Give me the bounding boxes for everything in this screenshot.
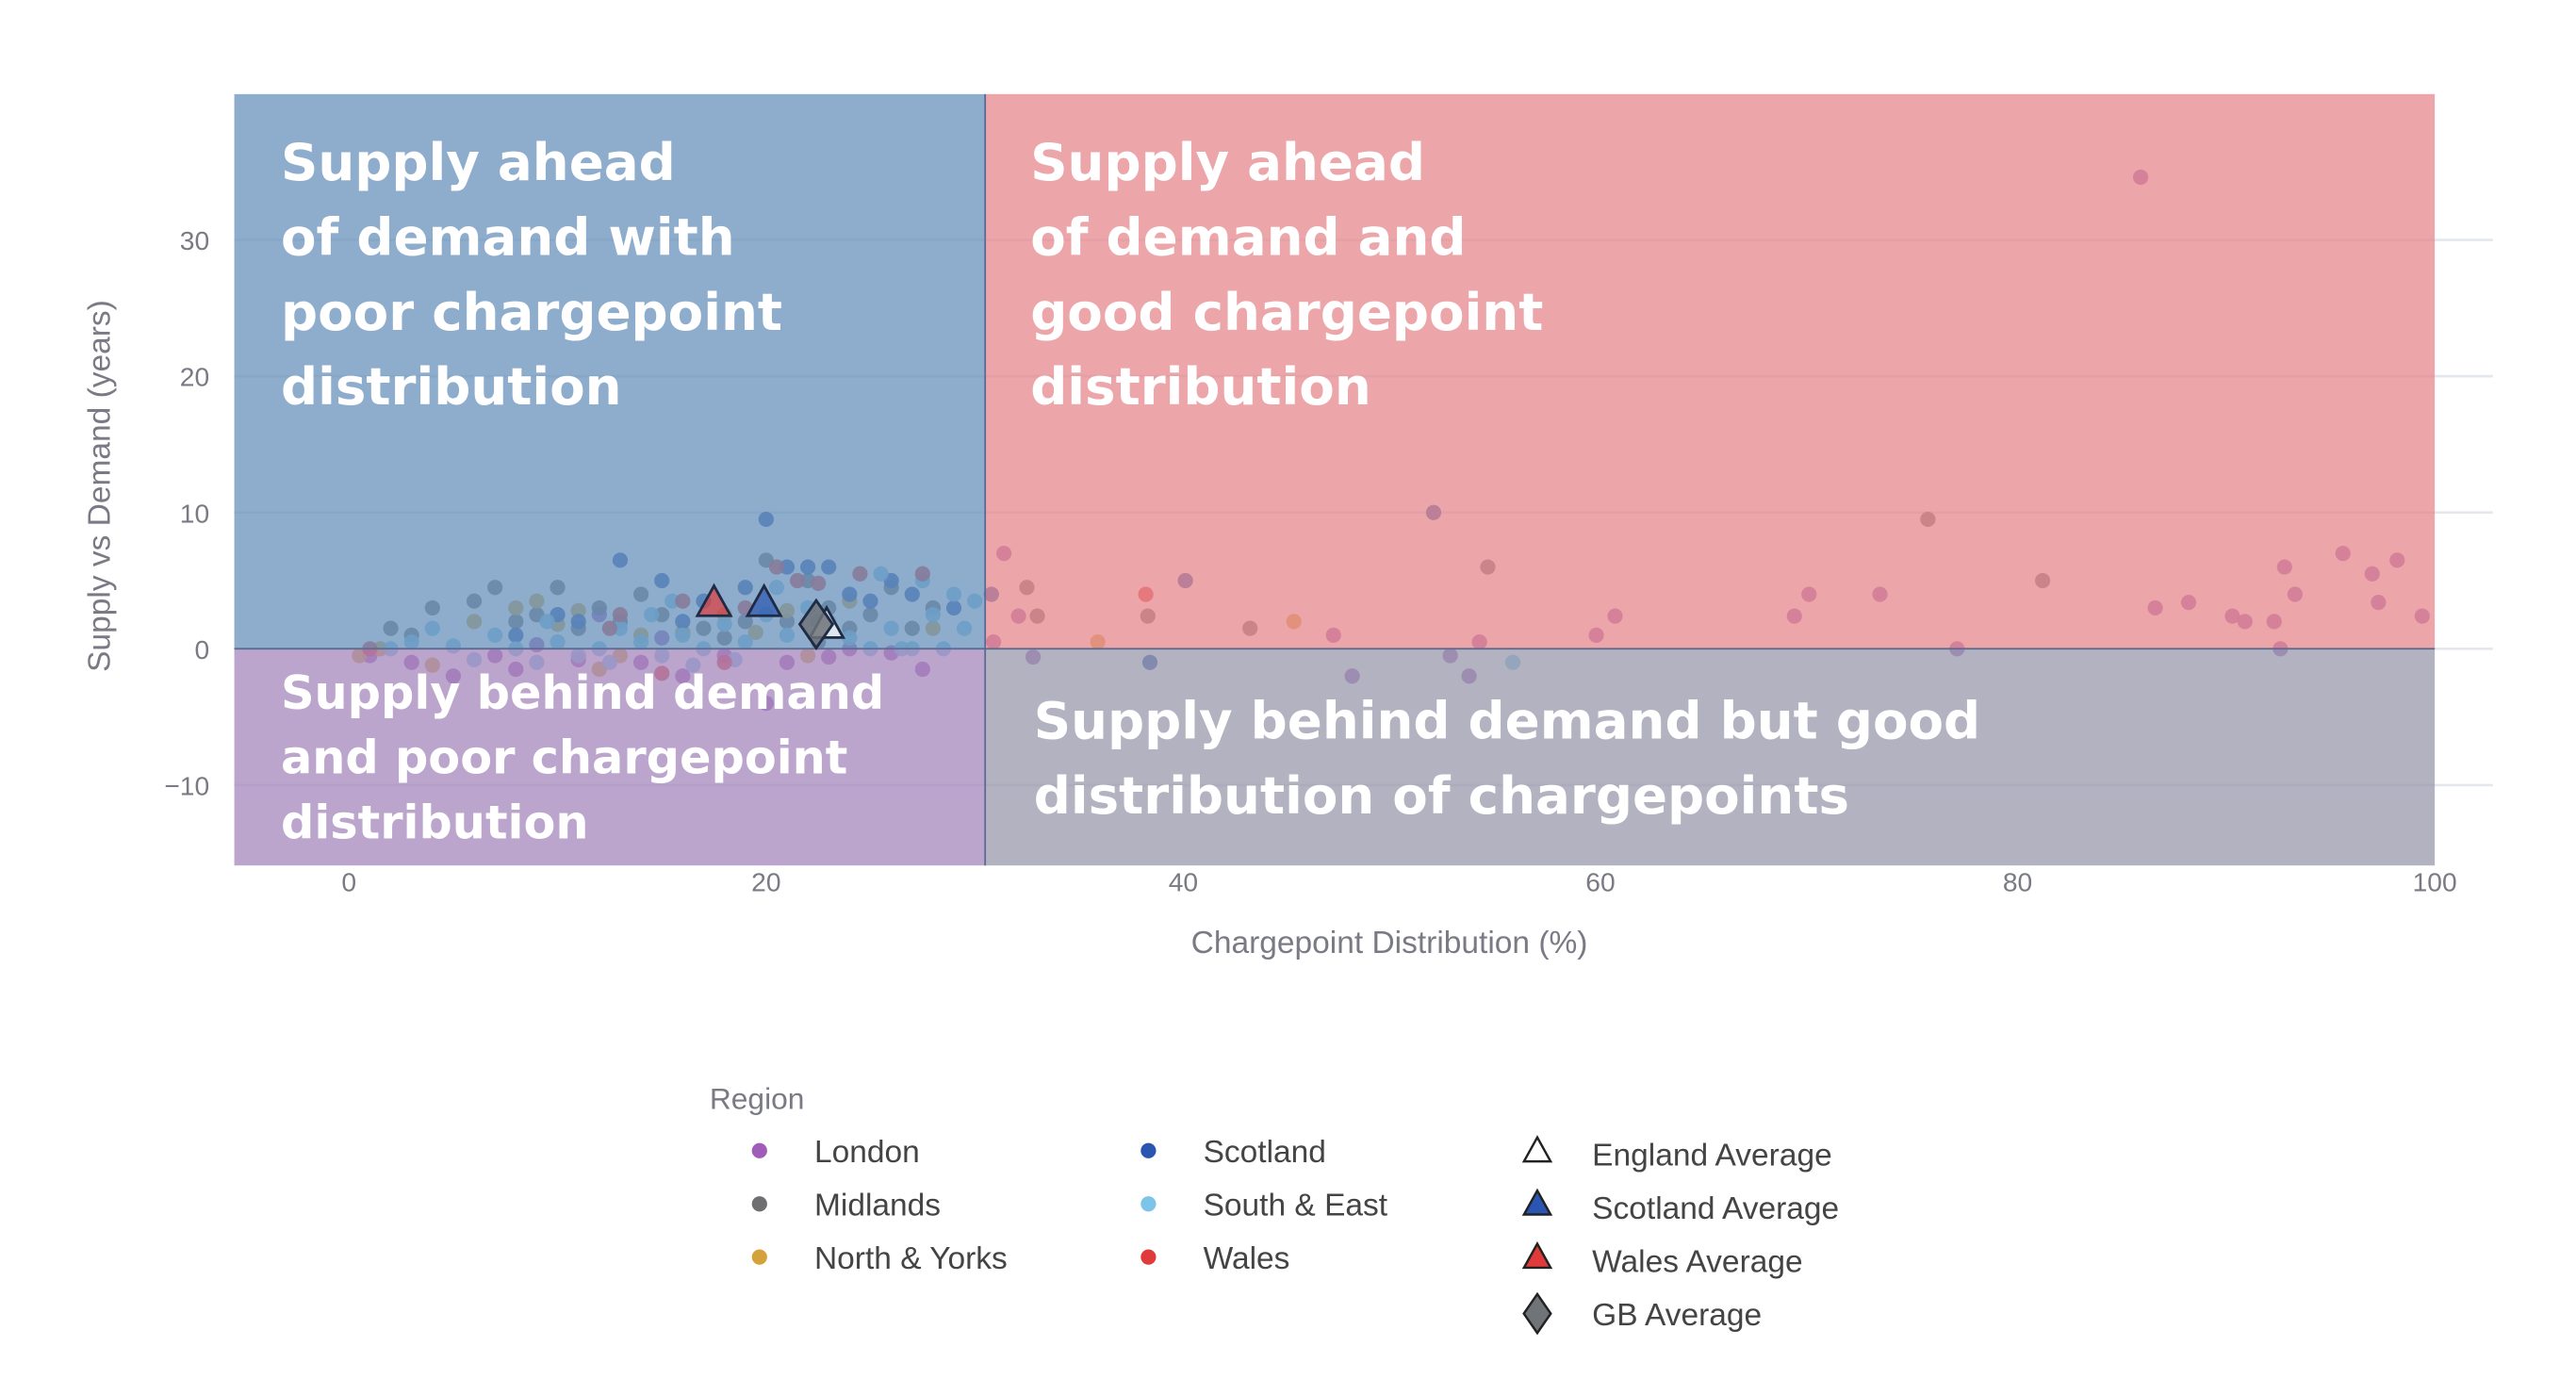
legend-label: Scotland	[1204, 1135, 1326, 1170]
y-tick-label: 30	[180, 225, 209, 255]
legend-label: South & East	[1204, 1189, 1388, 1223]
legend-item-scotland: Scotland	[1140, 1135, 1326, 1170]
legend-dot-icon	[751, 1196, 767, 1212]
legend-dot-icon	[751, 1142, 767, 1158]
y-axis-title: Supply vs Demand (years)	[82, 300, 117, 672]
diamond-icon	[1522, 1291, 1552, 1336]
legend-dot-icon	[1140, 1249, 1157, 1265]
x-tick-label: 80	[2003, 867, 2032, 897]
quadrant-bottom-right	[985, 648, 2436, 866]
legend-item-wales-average: Wales Average	[1521, 1240, 1803, 1280]
y-tick-labels: 30 20 10 0 −10	[164, 225, 209, 800]
avg-marker-wales-average	[695, 583, 733, 617]
y-tick-label: −10	[164, 770, 209, 800]
legend-label: Wales Average	[1592, 1245, 1802, 1280]
legend-dot-icon	[1140, 1142, 1157, 1158]
quadrant-top-left	[234, 93, 986, 649]
x-tick-label: 20	[751, 867, 780, 897]
legend-label: GB Average	[1592, 1298, 1762, 1333]
x-tick-label: 100	[2413, 867, 2457, 897]
x-tick-label: 60	[1585, 867, 1615, 897]
triangle-icon	[1521, 1135, 1553, 1163]
quadrant-overlays	[234, 93, 2436, 866]
average-markers	[695, 583, 846, 650]
legend-label: Wales	[1204, 1241, 1290, 1276]
legend: Region London Midlands North & Yorks Scotla…	[710, 1082, 1839, 1336]
legend-label: North & Yorks	[814, 1241, 1008, 1276]
quadrant-labels: Supply ahead of demand with poor chargep…	[281, 132, 1998, 850]
quadrant-label-top-left: Supply ahead of demand with poor chargep…	[281, 132, 800, 417]
legend-label: Midlands	[814, 1189, 941, 1223]
legend-item-gb-average: GB Average	[1522, 1291, 1762, 1336]
avg-marker-gb-average	[797, 598, 835, 650]
quadrant-label-top-right: Supply ahead of demand and good chargepo…	[1030, 132, 1561, 417]
legend-item-scotland-average: Scotland Average	[1521, 1188, 1839, 1226]
legend-title: Region	[710, 1082, 805, 1116]
x-tick-label: 0	[341, 867, 356, 897]
legend-label: England Average	[1592, 1139, 1832, 1174]
legend-item-north-yorks: North & Yorks	[751, 1241, 1008, 1276]
y-tick-label: 0	[194, 634, 209, 665]
legend-item-south-east: South & East	[1140, 1189, 1388, 1223]
legend-item-midlands: Midlands	[751, 1189, 941, 1223]
quadrant-label-bottom-left: Supply behind demand and poor chargepoin…	[281, 665, 900, 850]
legend-item-wales: Wales	[1140, 1241, 1289, 1276]
legend-label: London	[814, 1135, 920, 1170]
y-tick-label: 10	[180, 498, 209, 528]
legend-dot-icon	[1140, 1196, 1157, 1212]
legend-dot-icon	[751, 1249, 767, 1265]
legend-item-england-average: England Average	[1521, 1135, 1832, 1174]
avg-marker-scotland-average	[745, 583, 783, 617]
triangle-icon	[1521, 1188, 1553, 1216]
x-tick-label: 40	[1169, 867, 1198, 897]
legend-item-london: London	[751, 1135, 920, 1170]
triangle-icon	[1521, 1240, 1553, 1270]
quadrant-label-bottom-right: Supply behind demand but good distributi…	[1034, 691, 1998, 826]
x-tick-labels: 0 20 40 60 80 100	[341, 867, 2456, 897]
legend-label: Scotland Average	[1592, 1191, 1839, 1226]
x-axis-title: Chargepoint Distribution (%)	[1191, 926, 1588, 960]
y-tick-label: 20	[180, 362, 209, 392]
quadrant-top-right	[985, 93, 2436, 649]
quadrant-bottom-left	[234, 648, 986, 866]
